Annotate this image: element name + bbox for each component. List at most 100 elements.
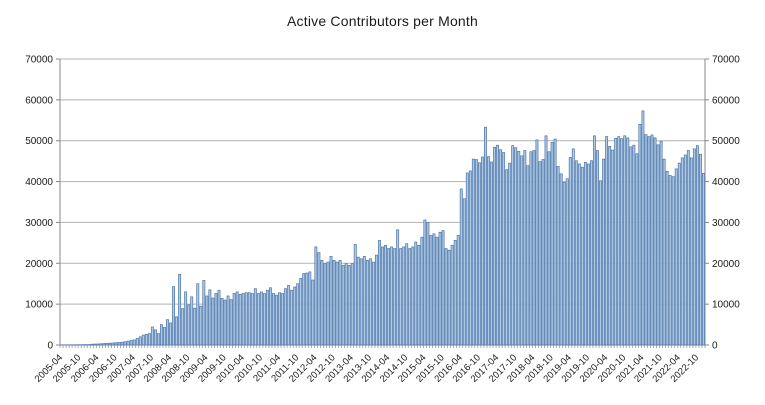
bar-2015-06 xyxy=(429,235,433,346)
bar-2018-10 xyxy=(550,141,554,346)
bar-2019-08 xyxy=(580,166,584,346)
bar-2020-05 xyxy=(608,146,612,346)
bar-2006-11 xyxy=(117,342,121,346)
bar-2008-09 xyxy=(184,291,188,346)
bar-2007-12 xyxy=(156,333,160,346)
bar-2012-09 xyxy=(329,255,333,346)
bar-2022-07 xyxy=(686,150,690,346)
bar-2021-03 xyxy=(638,124,642,346)
bar-2016-08 xyxy=(471,158,475,346)
bar-2012-11 xyxy=(335,261,339,346)
bar-2010-05 xyxy=(244,292,248,346)
bar-2016-04 xyxy=(459,188,463,346)
bar-2006-08 xyxy=(108,342,112,346)
bar-2007-02 xyxy=(126,340,130,346)
bar-2010-10 xyxy=(259,291,263,346)
bar-2006-09 xyxy=(111,342,115,346)
bar-2021-06 xyxy=(647,136,651,346)
y-axis-label-left: 50000 xyxy=(25,136,53,147)
bar-2008-12 xyxy=(193,307,197,346)
bar-2013-05 xyxy=(353,244,357,346)
bar-2021-04 xyxy=(641,110,645,346)
bar-2010-02 xyxy=(235,291,239,346)
bar-2013-12 xyxy=(375,254,378,346)
bar-2013-10 xyxy=(368,258,372,346)
bar-2016-09 xyxy=(474,159,478,346)
bar-2015-10 xyxy=(441,230,445,346)
y-axis-label-left: 10000 xyxy=(25,300,53,311)
bar-2022-08 xyxy=(689,157,693,346)
bar-2012-07 xyxy=(323,263,327,346)
bar-2018-08 xyxy=(544,135,548,346)
bar-2016-03 xyxy=(456,235,460,346)
bar-2007-07 xyxy=(141,334,145,346)
bar-2007-06 xyxy=(138,336,142,346)
bar-2011-10 xyxy=(296,283,300,346)
bar-2011-02 xyxy=(272,293,275,346)
chart-title: Active Contributors per Month xyxy=(287,13,478,29)
bar-2021-05 xyxy=(644,134,648,346)
bar-2020-09 xyxy=(620,138,624,346)
bar-2022-02 xyxy=(671,176,675,346)
bar-2009-03 xyxy=(202,280,206,346)
bar-2012-05 xyxy=(317,252,321,346)
y-axis-label-left: 20000 xyxy=(25,259,53,270)
bar-2011-11 xyxy=(299,278,303,346)
bar-2006-02 xyxy=(90,343,94,346)
bar-2014-05 xyxy=(390,246,394,346)
bar-2011-01 xyxy=(269,287,272,346)
bar-2009-05 xyxy=(208,289,212,346)
bar-2016-02 xyxy=(453,240,457,346)
bar-2021-10 xyxy=(659,141,663,346)
bar-2012-12 xyxy=(338,260,342,346)
bar-2020-11 xyxy=(626,137,630,346)
bar-2013-01 xyxy=(341,264,345,346)
bar-2018-03 xyxy=(529,151,533,346)
bar-2018-02 xyxy=(526,165,530,346)
y-axis-label-left: 60000 xyxy=(25,95,53,106)
bar-2018-06 xyxy=(538,161,542,346)
bar-2015-12 xyxy=(447,249,451,346)
bar-2022-12 xyxy=(702,173,705,346)
bar-2010-03 xyxy=(238,293,242,346)
bar-2017-04 xyxy=(496,144,500,346)
bar-2015-01 xyxy=(414,241,418,346)
y-axis-label-right: 60000 xyxy=(712,95,740,106)
bar-2011-08 xyxy=(290,289,294,346)
bar-2020-10 xyxy=(623,135,627,346)
bar-2008-05 xyxy=(172,286,175,346)
bar-2014-09 xyxy=(402,246,406,346)
bar-2011-06 xyxy=(284,288,288,346)
y-axis-label-right: 20000 xyxy=(712,259,740,270)
bar-2009-06 xyxy=(211,297,215,346)
bar-2019-01 xyxy=(559,173,563,346)
bar-2019-02 xyxy=(562,182,566,346)
bar-2016-06 xyxy=(465,172,469,346)
bar-2007-01 xyxy=(123,341,127,346)
bar-2013-09 xyxy=(365,260,369,346)
bar-2007-11 xyxy=(153,329,157,346)
bar-2015-02 xyxy=(417,244,421,346)
bar-2010-01 xyxy=(232,293,236,346)
bar-2013-11 xyxy=(371,261,375,346)
bar-2008-01 xyxy=(160,324,163,346)
bar-2007-09 xyxy=(147,333,151,346)
bar-2008-10 xyxy=(187,304,191,346)
bar-2021-01 xyxy=(632,144,636,346)
bar-2014-01 xyxy=(378,240,381,346)
bar-2017-07 xyxy=(505,169,509,346)
bar-2018-01 xyxy=(523,150,527,346)
bar-2012-08 xyxy=(326,261,330,346)
bar-2022-11 xyxy=(699,153,702,346)
bar-2017-03 xyxy=(493,146,496,346)
bar-2010-08 xyxy=(253,288,257,346)
bar-2013-04 xyxy=(350,263,354,346)
bar-2021-02 xyxy=(635,153,639,346)
bar-2021-11 xyxy=(662,158,666,346)
bar-2006-03 xyxy=(93,343,97,346)
bar-2009-07 xyxy=(214,293,218,346)
bar-2013-08 xyxy=(362,255,366,346)
bar-2016-11 xyxy=(480,156,484,346)
bar-2015-03 xyxy=(420,236,424,346)
bar-2022-10 xyxy=(695,145,699,346)
